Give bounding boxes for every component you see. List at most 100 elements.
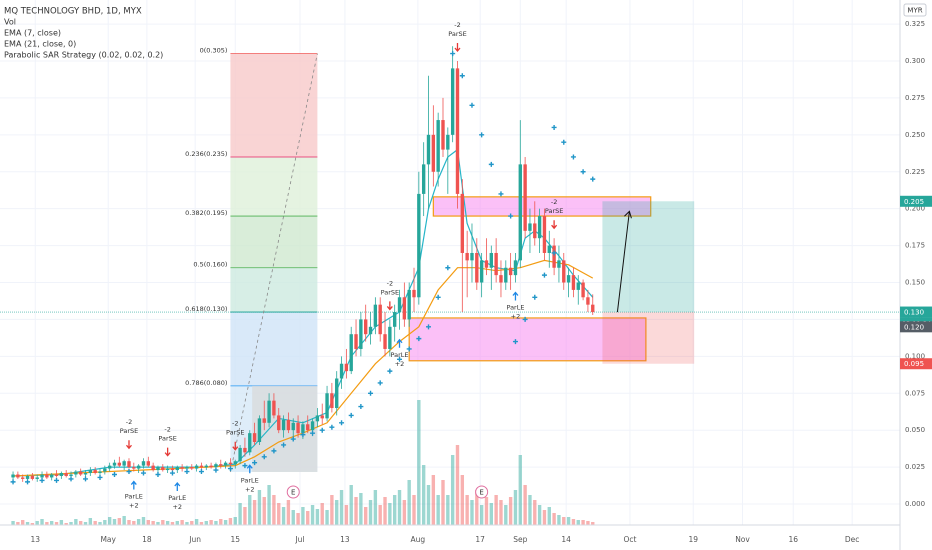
volume-bar [441, 480, 445, 525]
candle-body [262, 418, 266, 423]
signal-qty: -2 [164, 426, 170, 434]
x-tick-label: Dec [845, 535, 860, 544]
candle-body [388, 326, 392, 349]
x-tick-label: Aug [411, 535, 426, 544]
volume-bar [209, 520, 213, 525]
volume-bar [117, 518, 122, 525]
x-tick-label: Jul [294, 535, 304, 544]
volume-bar [257, 490, 262, 525]
candle-body [214, 464, 218, 468]
candle-body [223, 462, 228, 466]
candle-body [107, 465, 112, 469]
candle-body [325, 393, 329, 419]
candle-body [219, 464, 223, 466]
sar-point [522, 316, 528, 322]
candle-body [392, 312, 397, 327]
volume-bar [170, 522, 175, 525]
fib-label: 0.786(0.080) [185, 379, 227, 387]
candle-body [59, 473, 64, 476]
volume-bar [35, 521, 39, 525]
sar-point [300, 432, 306, 438]
signal-label: ParSE [226, 429, 245, 437]
volume-bar [40, 519, 44, 525]
volume-bar [528, 495, 532, 525]
volume-bar [591, 522, 595, 525]
volume-bar [581, 520, 585, 525]
signal-arrow [174, 482, 181, 492]
candle-body [310, 421, 315, 431]
y-tick-label: 0.025 [905, 463, 925, 471]
volume-bar [45, 522, 49, 525]
sar-point [508, 213, 514, 219]
x-tick-label: Nov [735, 535, 750, 544]
volume-bar [388, 503, 392, 525]
sar-point [479, 132, 485, 138]
sar-point [310, 430, 316, 436]
signal-arrow [551, 220, 558, 230]
signal-arrow [125, 440, 132, 450]
x-tick-label: Jun [188, 535, 201, 544]
candle-body [194, 465, 199, 469]
candle-body [88, 470, 93, 474]
x-tick-label: Oct [623, 535, 636, 544]
volume-bar [412, 495, 416, 525]
volume-bar [219, 519, 223, 525]
event-label: E [479, 489, 483, 497]
volume-bar [407, 480, 411, 525]
x-tick-label: 17 [475, 535, 485, 544]
volume-bar [320, 503, 324, 525]
volume-bar [494, 495, 498, 525]
candle-body [286, 419, 291, 431]
candle-body [11, 474, 15, 478]
candle-body [591, 304, 595, 313]
candle-body [494, 252, 498, 276]
sar-point [435, 294, 441, 300]
volume-bar [475, 490, 479, 525]
signal-label: ParSE [448, 30, 467, 38]
candle-body [552, 245, 556, 268]
volume-bar [392, 495, 397, 525]
volume-bar [330, 495, 334, 525]
y-tick-label: 0.300 [905, 57, 925, 65]
signal-label: ParLE [391, 351, 409, 359]
volume-bar [190, 521, 194, 525]
x-tick-label: Sep [513, 535, 527, 544]
volume-bar [267, 485, 271, 525]
volume-bar [112, 519, 117, 525]
candle-body [281, 419, 286, 431]
candle-body [402, 297, 407, 320]
price-label-box [900, 195, 932, 207]
signal-qty: +2 [172, 503, 182, 511]
volume-bar [93, 521, 97, 525]
candle-body [272, 400, 276, 416]
signal-qty: -2 [126, 418, 132, 426]
y-tick-label: 0.050 [905, 426, 925, 434]
y-tick-label: 0.275 [905, 94, 925, 102]
signal-arrow [246, 464, 253, 474]
currency-box[interactable] [903, 3, 927, 17]
volume-bar [446, 495, 450, 525]
volume-bar [557, 515, 561, 525]
volume-bar [50, 521, 54, 525]
signal-arrow [232, 441, 239, 451]
volume-bar [450, 455, 455, 525]
sar-point [68, 476, 74, 482]
sar-point [111, 471, 117, 477]
candle-body [136, 465, 141, 469]
signal-arrow [396, 338, 403, 348]
candle-body [479, 260, 484, 283]
sar-point [54, 477, 60, 483]
fib-zone [230, 53, 318, 157]
volume-bar [504, 505, 508, 525]
volume-bar [310, 505, 315, 525]
volume-bar [185, 522, 189, 525]
candle-body [35, 477, 39, 479]
fib-label: 0.618(0.130) [185, 305, 227, 313]
candle-body [252, 433, 257, 443]
volume-bar [533, 500, 537, 525]
volume-bar [248, 495, 252, 525]
candle-body [330, 393, 334, 409]
candle-body [446, 134, 450, 150]
sar-point [551, 250, 557, 256]
candle-body [122, 461, 126, 466]
